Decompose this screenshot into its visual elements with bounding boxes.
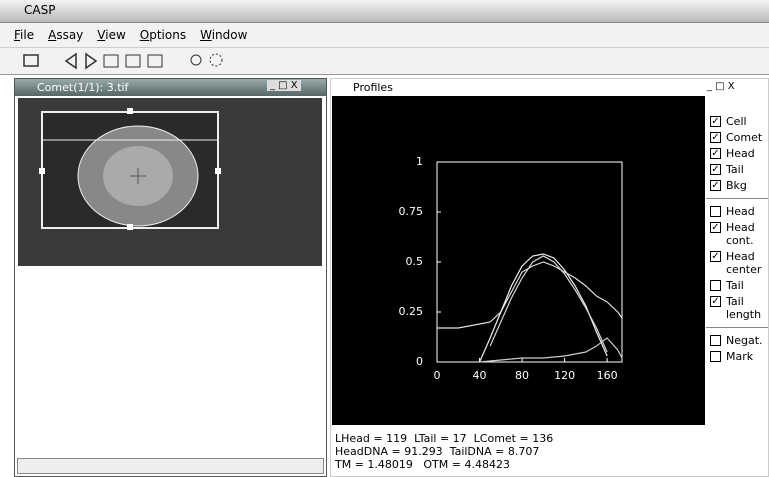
checkbox[interactable] (710, 206, 721, 217)
checkbox-label: Tail (726, 163, 744, 176)
checkbox-label: Tail (726, 279, 744, 292)
checkbox-label: Comet (726, 131, 762, 144)
checkbox-label: Bkg (726, 179, 747, 192)
checkbox-row[interactable]: ✓ Tail (710, 163, 768, 176)
options-panel: ✓ Cell ✓ Comet ✓ Head ✓ Tail ✓ Bkg Head ✓ Head cont.… (706, 112, 768, 366)
checkbox-row[interactable]: ✓ Head cont. (710, 221, 768, 247)
checkbox-row[interactable]: ✓ Head center (710, 250, 768, 276)
checkbox-label: Head cont. (726, 221, 768, 247)
app-title: CASP (24, 3, 55, 17)
x-tick-label: 80 (515, 369, 529, 382)
profile-chart: 0 0.25 0.5 0.75 1 0 40 80 120 160 (332, 96, 705, 425)
checkbox-row[interactable]: Negat. (710, 334, 768, 347)
checkbox-row[interactable]: Tail (710, 279, 768, 292)
checkbox[interactable] (710, 351, 721, 362)
checkbox-row[interactable]: ✓ Comet (710, 131, 768, 144)
checkbox[interactable]: ✓ (710, 116, 721, 127)
x-tick-label: 40 (473, 369, 487, 382)
separator (706, 327, 768, 328)
checkbox-row[interactable]: Mark (710, 350, 768, 363)
y-tick-label: 0.5 (406, 255, 424, 268)
menu-item[interactable]: Options (140, 28, 186, 42)
checkbox[interactable] (710, 280, 721, 291)
checkbox-row[interactable]: ✓ Tail length (710, 295, 768, 321)
checkbox[interactable]: ✓ (710, 251, 721, 262)
checkbox-label: Mark (726, 350, 753, 363)
image-window: Comet(1/1): 3.tif _ □ X (14, 78, 327, 477)
menu-item[interactable]: File (14, 28, 34, 42)
checkbox-label: Head (726, 205, 755, 218)
checkbox-row[interactable]: Head (710, 205, 768, 218)
y-tick-label: 0.75 (399, 205, 424, 218)
x-tick-label: 120 (554, 369, 575, 382)
toolbar-icons (0, 48, 260, 74)
checkbox[interactable]: ✓ (710, 180, 721, 191)
checkbox[interactable] (710, 335, 721, 346)
menu-bar: File Assay View Options Window (0, 23, 769, 48)
checkbox-row[interactable]: ✓ Bkg (710, 179, 768, 192)
checkbox-label: Cell (726, 115, 747, 128)
status-line: HeadDNA = 91.293 TailDNA = 8.707 (335, 445, 553, 458)
menu-item[interactable]: Window (200, 28, 247, 42)
checkbox-row[interactable]: ✓ Cell (710, 115, 768, 128)
window-title: Profiles (353, 81, 393, 94)
window-title-bar: Comet(1/1): 3.tif _ □ X (15, 79, 326, 96)
status-line: LHead = 119 LTail = 17 LComet = 136 (335, 432, 553, 445)
y-tick-label: 1 (416, 155, 423, 168)
window-title-bar: Profiles _ □ X (331, 79, 768, 96)
checkbox-label: Head (726, 147, 755, 160)
checkbox-label: Negat. (726, 334, 763, 347)
menu-item[interactable]: Assay (48, 28, 83, 42)
window-title: Comet(1/1): 3.tif (37, 81, 128, 94)
toolbar (0, 48, 769, 75)
title-bar: CASP (0, 0, 769, 23)
x-tick-label: 160 (597, 369, 618, 382)
x-tick-label: 0 (434, 369, 441, 382)
scrollbar[interactable] (17, 458, 324, 474)
y-tick-label: 0 (416, 355, 423, 368)
menu-item[interactable]: View (97, 28, 125, 42)
checkbox[interactable]: ✓ (710, 132, 721, 143)
checkbox-label: Tail length (726, 295, 768, 321)
y-tick-label: 0.25 (399, 305, 424, 318)
checkbox[interactable]: ✓ (710, 164, 721, 175)
checkbox[interactable]: ✓ (710, 222, 721, 233)
checkbox-label: Head center (726, 250, 768, 276)
separator (706, 198, 768, 199)
status-line: TM = 1.48019 OTM = 4.48423 (335, 458, 553, 471)
checkbox[interactable]: ✓ (710, 148, 721, 159)
checkbox-row[interactable]: ✓ Head (710, 147, 768, 160)
checkbox[interactable]: ✓ (710, 296, 721, 307)
screen: CASP File Assay View Options Window Comet(1/… (0, 0, 769, 477)
comet-image (18, 98, 322, 266)
